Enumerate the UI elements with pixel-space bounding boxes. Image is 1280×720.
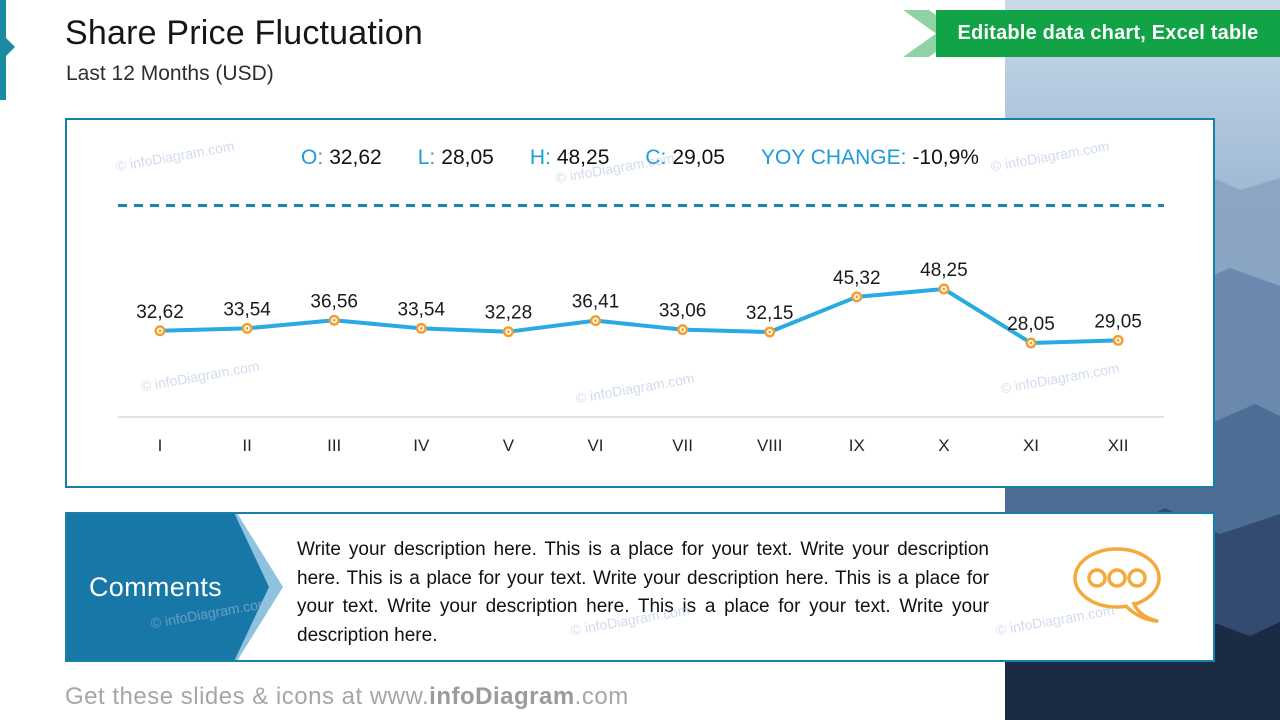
comments-heading: Comments	[89, 571, 222, 602]
ribbon-label: Editable data chart, Excel table	[957, 22, 1259, 44]
comments-panel[interactable]: Comments Write your description here. Th…	[65, 512, 1215, 662]
data-label: 33,54	[223, 299, 271, 320]
page-subtitle: Last 12 Months (USD)	[66, 62, 274, 85]
footer-brand: infoDiagram	[429, 683, 575, 710]
stat-low: L: 28,05	[418, 146, 494, 170]
axis-tick-label: XII	[1108, 436, 1129, 455]
data-label: 29,05	[1094, 311, 1142, 332]
data-label: 32,28	[485, 303, 533, 324]
axis-tick-label: II	[242, 436, 251, 455]
stat-high-value: 48,25	[556, 146, 610, 169]
data-label: 32,62	[136, 302, 184, 323]
axis-tick-label: IV	[413, 436, 430, 455]
stat-open: O: 32,62	[301, 146, 382, 170]
ohlc-stats-row: O: 32,62 L: 28,05 H: 48,25 C: 29,05 YOY CHAN…	[67, 146, 1213, 170]
footer-credit: Get these slides & icons at www.infoDiag…	[65, 683, 629, 711]
axis-tick-label: I	[158, 436, 163, 455]
share-price-chart-panel[interactable]: O: 32,62 L: 28,05 H: 48,25 C: 29,05 YOY CHAN…	[65, 118, 1215, 488]
stat-high: H: 48,25	[530, 146, 610, 170]
data-label: 33,54	[398, 299, 446, 320]
speech-bubble-icon	[1073, 547, 1161, 623]
data-label: 36,41	[572, 292, 620, 313]
accent-chevron-icon	[6, 38, 15, 56]
ribbon-banner: Editable data chart, Excel table	[903, 10, 1280, 57]
axis-tick-label: III	[327, 436, 341, 455]
axis-tick-label: X	[938, 436, 949, 455]
axis-tick-label: XI	[1023, 436, 1039, 455]
stat-high-label: H:	[529, 146, 551, 169]
stat-yoy-value: -10,9%	[912, 146, 979, 169]
footer-suffix: .com	[574, 683, 629, 710]
axis-tick-label: VII	[672, 436, 693, 455]
accent-bar	[0, 0, 6, 100]
data-label: 33,06	[659, 301, 707, 322]
stat-close: C: 29,05	[645, 146, 725, 170]
stat-low-value: 28,05	[441, 146, 494, 169]
page-title: Share Price Fluctuation	[65, 14, 423, 52]
data-label: 45,32	[833, 268, 881, 289]
data-label: 48,25	[920, 260, 968, 281]
dashed-divider	[118, 204, 1164, 207]
stat-open-label: O:	[301, 146, 324, 169]
stat-yoy: YOY CHANGE: -10,9%	[761, 146, 979, 170]
comments-body-text[interactable]: Write your description here. This is a p…	[297, 539, 989, 646]
stat-close-value: 29,05	[672, 146, 725, 169]
axis-tick-label: VI	[587, 436, 603, 455]
axis-tick-label: IX	[849, 436, 865, 455]
stat-open-value: 32,62	[329, 146, 382, 169]
stat-yoy-label: YOY CHANGE:	[760, 146, 907, 169]
data-label: 32,15	[746, 303, 794, 324]
stat-close-label: C:	[645, 146, 667, 169]
axis-tick-label: VIII	[757, 436, 783, 455]
data-label: 36,56	[310, 291, 358, 312]
footer-prefix: Get these slides & icons at www.	[65, 683, 430, 710]
axis-tick-label: V	[503, 436, 515, 455]
stat-low-label: L:	[417, 146, 436, 169]
data-label: 28,05	[1007, 314, 1055, 335]
ribbon-body: Editable data chart, Excel table	[936, 10, 1280, 57]
share-price-line-chart: 32,62 I 33,54 II 36,56 III 33,54 IV 32,28 V 36,41 V…	[67, 120, 1213, 486]
comments-arrow: Comments	[67, 514, 269, 660]
